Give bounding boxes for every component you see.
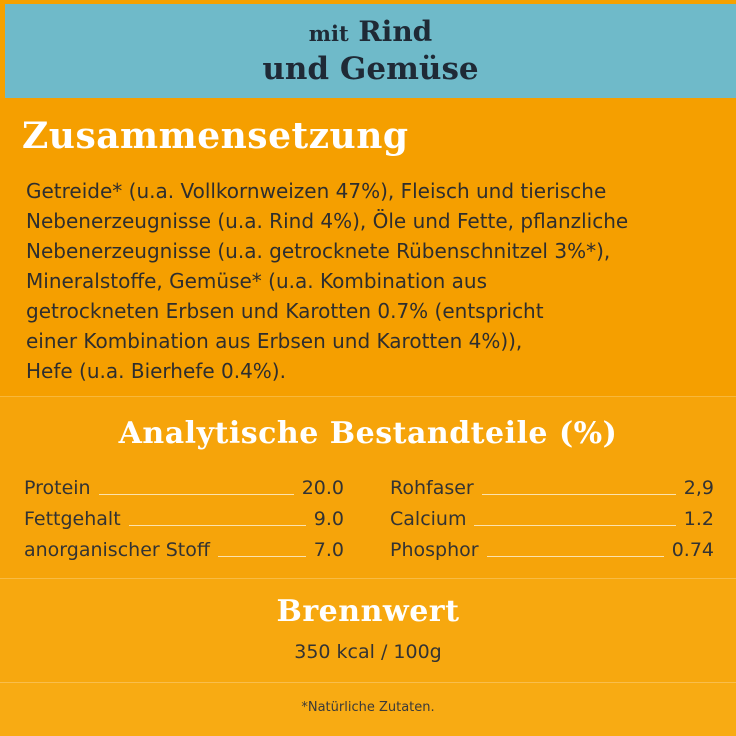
composition-line: Getreide* (u.a. Vollkornweizen 47%), Fle…: [26, 179, 607, 203]
analysis-value: 1.2: [683, 508, 714, 530]
analysis-row: Fettgehalt 9.0 Calcium 1.2: [24, 500, 714, 531]
leader-line: [474, 525, 676, 526]
analysis-item: anorganischer Stoff 7.0: [24, 531, 344, 562]
energy-section: Brennwert 350 kcal / 100g: [0, 578, 736, 682]
analysis-item: Rohfaser 2,9: [390, 469, 714, 500]
header-main: Rind: [358, 15, 433, 48]
leader-line: [98, 494, 294, 495]
analysis-section: Analytische Bestandteile (%) Protein 20.…: [0, 396, 736, 578]
header-prefix: mit: [308, 21, 349, 46]
leader-line: [128, 525, 306, 526]
product-header: mit Rind und Gemüse: [5, 4, 736, 98]
leader-line: [217, 556, 306, 557]
leader-line: [486, 556, 664, 557]
energy-title: Brennwert: [276, 594, 460, 629]
composition-line: getrockneten Erbsen und Karotten 0.7% (e…: [26, 299, 544, 323]
leader-line: [481, 494, 676, 495]
footnote-section: *Natürliche Zutaten.: [0, 682, 736, 736]
header-line-1: mit Rind: [309, 15, 433, 51]
analysis-row: Protein 20.0 Rohfaser 2,9: [24, 469, 714, 500]
header-line-2: und Gemüse: [262, 51, 479, 87]
composition-line: Nebenerzeugnisse (u.a. getrocknete Rüben…: [26, 239, 611, 263]
composition-title: Zusammensetzung: [22, 115, 409, 157]
composition-line: Nebenerzeugnisse (u.a. Rind 4%), Öle und…: [26, 209, 629, 233]
analysis-item: Phosphor 0.74: [390, 531, 714, 562]
analysis-label: Phosphor: [390, 539, 479, 561]
analysis-value: 7.0: [313, 539, 344, 561]
analysis-item: Protein 20.0: [24, 469, 344, 500]
analysis-item: Calcium 1.2: [390, 500, 714, 531]
composition-line: Hefe (u.a. Bierhefe 0.4%).: [26, 359, 286, 383]
analysis-title: Analytische Bestandteile (%): [118, 416, 618, 451]
analysis-table: Protein 20.0 Rohfaser 2,9 Fettgehalt 9.0: [24, 469, 714, 562]
composition-line: Mineralstoffe, Gemüse* (u.a. Kombination…: [26, 269, 488, 293]
analysis-label: Fettgehalt: [24, 508, 121, 530]
analysis-value: 20.0: [301, 477, 344, 499]
composition-section: Zusammensetzung Getreide* (u.a. Vollkorn…: [0, 98, 736, 396]
footnote: *Natürliche Zutaten.: [301, 700, 435, 715]
composition-line: einer Kombination aus Erbsen und Karotte…: [26, 329, 523, 353]
analysis-value: 2,9: [683, 477, 714, 499]
analysis-item: Fettgehalt 9.0: [24, 500, 344, 531]
analysis-value: 0.74: [671, 539, 714, 561]
analysis-value: 9.0: [313, 508, 344, 530]
composition-text: Getreide* (u.a. Vollkornweizen 47%), Fle…: [26, 176, 726, 386]
energy-value: 350 kcal / 100g: [294, 641, 442, 663]
analysis-label: Calcium: [390, 508, 467, 530]
analysis-row: anorganischer Stoff 7.0 Phosphor 0.74: [24, 531, 714, 562]
analysis-label: Rohfaser: [390, 477, 474, 499]
analysis-label: Protein: [24, 477, 91, 499]
analysis-label: anorganischer Stoff: [24, 539, 210, 561]
